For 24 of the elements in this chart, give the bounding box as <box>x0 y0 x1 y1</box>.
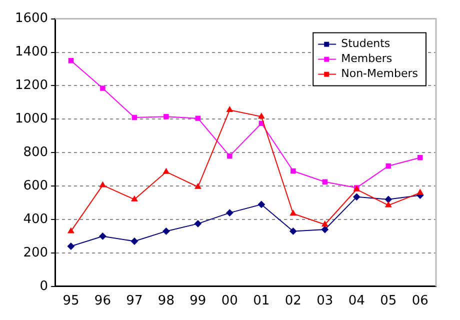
x-tick-label: 99 <box>190 294 206 309</box>
x-tick-label: 01 <box>253 294 270 309</box>
y-tick-label: 0 <box>40 278 48 294</box>
legend-label: Non-Members <box>341 67 418 80</box>
x-tick-label: 95 <box>62 294 80 309</box>
y-tick-label: 1000 <box>14 112 48 127</box>
x-tick-label: 05 <box>380 294 397 309</box>
x-tick-label: 03 <box>316 294 334 309</box>
y-tick-label: 600 <box>23 178 48 194</box>
x-tick-label: 04 <box>348 294 365 309</box>
x-tick-label: 97 <box>126 294 143 309</box>
x-tick-label: 06 <box>412 294 428 309</box>
x-tick-label: 98 <box>158 294 174 309</box>
y-tick-label: 1400 <box>14 44 48 60</box>
x-tick-label: 00 <box>221 294 238 309</box>
x-tick-label: 02 <box>284 294 302 309</box>
x-tick-label: 96 <box>94 294 111 309</box>
legend-label: Members <box>341 52 392 66</box>
y-tick-label: 1200 <box>14 78 48 94</box>
y-tick-label: 400 <box>23 212 48 227</box>
y-tick-label: 1600 <box>14 11 48 26</box>
y-tick-label: 200 <box>23 245 48 260</box>
y-tick-label: 800 <box>23 144 48 160</box>
legend-label: Students <box>341 37 390 50</box>
